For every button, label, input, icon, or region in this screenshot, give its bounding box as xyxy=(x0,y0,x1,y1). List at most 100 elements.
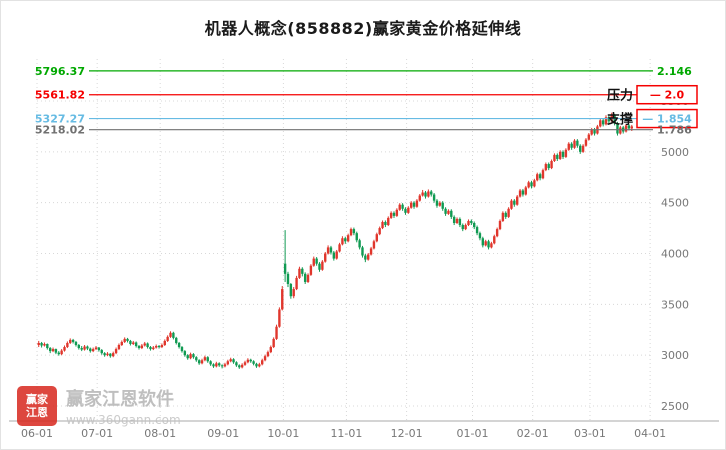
candle-body xyxy=(312,258,315,266)
candle-body xyxy=(195,357,198,361)
brand-logo-icon: 赢家 江恩 xyxy=(17,386,57,426)
candle-body xyxy=(226,361,230,365)
candle-body xyxy=(521,190,525,195)
candle-body xyxy=(37,342,40,345)
reference-line-value-label: 5796.37 xyxy=(35,65,85,78)
candle-body xyxy=(498,220,502,230)
candle-body xyxy=(455,218,459,223)
candle-body xyxy=(258,364,261,367)
candle-body xyxy=(341,238,344,245)
candle-body xyxy=(189,354,192,359)
candle-body xyxy=(593,129,596,134)
candle-body xyxy=(467,220,470,226)
candle-body xyxy=(475,227,479,234)
candle-body xyxy=(54,349,58,353)
reference-line-value-label: 5327.27 xyxy=(35,113,85,126)
x-axis-tick-label: 11-01 xyxy=(330,427,362,440)
candle-body xyxy=(48,348,52,352)
candle-body xyxy=(183,351,187,356)
watermark-text: 赢家江恩软件 www.360gann.com xyxy=(66,385,181,427)
candle-body xyxy=(616,123,619,134)
brand-name: 赢家江恩软件 xyxy=(66,389,174,410)
candle-body xyxy=(524,187,527,195)
candle-body xyxy=(407,207,410,213)
candle-body xyxy=(212,364,215,367)
candle-body xyxy=(91,349,95,352)
candle-body xyxy=(332,252,336,259)
candle-body xyxy=(154,346,158,348)
candle-body xyxy=(94,347,98,350)
candle-body xyxy=(281,289,284,310)
reference-line-tag: 压力 xyxy=(607,88,633,104)
reference-line-value-label: 5218.02 xyxy=(35,124,85,137)
candle-body xyxy=(473,223,476,228)
candle-body xyxy=(533,180,536,187)
candle-body xyxy=(570,143,573,148)
candle-body xyxy=(71,339,75,342)
candle-body xyxy=(421,192,424,196)
candle-body xyxy=(120,341,124,345)
candle-body xyxy=(619,127,622,134)
reference-line-badge xyxy=(636,108,698,129)
candle-body xyxy=(335,251,338,259)
candle-body xyxy=(587,134,591,140)
candle-body xyxy=(430,191,433,195)
candle-body xyxy=(232,359,235,363)
reference-line-ratio-label: — 2.0 xyxy=(650,89,685,102)
x-axis-tick-label: 04-01 xyxy=(634,427,666,440)
candle-body xyxy=(395,209,399,216)
x-axis-labels: 06-01 07-01 08-01 09-01 10-01 11-01 12-01 01-01… xyxy=(21,427,666,440)
candle-body xyxy=(601,120,605,125)
candle-body xyxy=(43,343,46,346)
candle-body xyxy=(324,253,327,262)
candle-body xyxy=(175,337,178,343)
candle-body xyxy=(146,343,149,348)
candle-body xyxy=(435,200,439,206)
candle-body xyxy=(518,190,522,197)
candle-body xyxy=(544,164,548,171)
candle-body xyxy=(478,233,482,239)
gridlines xyxy=(36,59,653,421)
candle-body xyxy=(398,204,401,210)
candles-layer xyxy=(37,112,633,369)
candle-body xyxy=(470,220,473,223)
candle-body xyxy=(329,247,333,253)
x-axis-tick-label: 01-01 xyxy=(457,427,489,440)
candle-body xyxy=(129,340,132,344)
candle-body xyxy=(624,125,628,132)
y-axis-tick-label: 5000 xyxy=(661,146,689,159)
candle-body xyxy=(367,254,370,260)
candle-body xyxy=(134,342,138,347)
candle-body xyxy=(590,129,593,135)
reference-line-ratio-label: 1.786 xyxy=(657,124,692,137)
candle-body xyxy=(458,218,462,226)
reference-line-ratio-label: 2.146 xyxy=(657,65,692,78)
candle-body xyxy=(126,338,129,341)
candle-body xyxy=(97,347,101,351)
candle-body xyxy=(112,353,115,357)
reference-line-ratio-label: — 1.854 xyxy=(642,113,692,126)
candle-body xyxy=(447,210,450,214)
candle-body xyxy=(550,160,553,169)
x-axis-tick-label: 06-01 xyxy=(21,427,53,440)
candle-body xyxy=(481,238,485,246)
candle-body xyxy=(206,357,209,362)
candle-body xyxy=(263,356,267,361)
candle-body xyxy=(627,125,631,129)
candle-body xyxy=(507,208,510,217)
candle-body xyxy=(298,268,301,278)
candle-body xyxy=(538,174,542,179)
candle-body xyxy=(412,202,416,207)
candle-body xyxy=(123,338,126,342)
candle-body xyxy=(235,362,238,366)
candle-body xyxy=(576,140,579,146)
candle-body xyxy=(40,342,43,346)
candle-body xyxy=(495,229,499,237)
candle-body xyxy=(444,208,447,214)
candle-body xyxy=(114,349,118,354)
candle-body xyxy=(240,364,244,368)
candle-body xyxy=(561,151,565,157)
candle-body xyxy=(484,241,487,246)
reference-line-badge xyxy=(636,84,698,105)
